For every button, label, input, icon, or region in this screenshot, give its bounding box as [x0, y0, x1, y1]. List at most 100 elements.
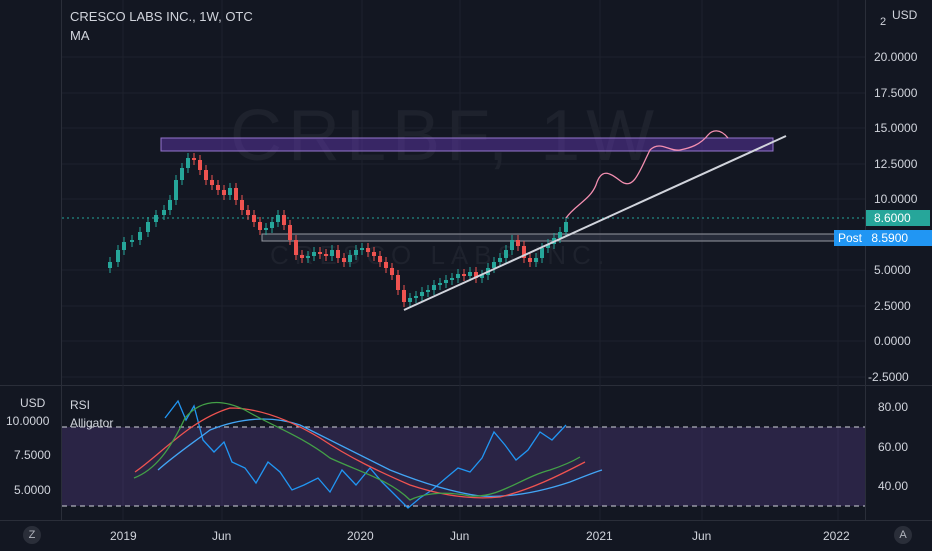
time-axis[interactable] [0, 520, 932, 551]
candle-body [510, 240, 514, 250]
time-tick: 2021 [586, 529, 613, 543]
time-tick: 2022 [823, 529, 850, 543]
candlestick-series [108, 153, 568, 307]
price-tick: 5.0000 [874, 263, 911, 277]
candle-body [288, 225, 292, 240]
price-tick: 10.0000 [874, 192, 918, 206]
candle-body [492, 262, 496, 268]
candle-body [204, 170, 208, 180]
candle-body [396, 275, 400, 290]
candle-body [528, 258, 532, 262]
candle-body [228, 188, 232, 195]
candle-body [122, 242, 126, 250]
rsi-pane[interactable] [0, 385, 932, 521]
price-tick: 15.0000 [874, 121, 918, 135]
vertical-gridlines [122, 0, 839, 520]
candle-body [438, 283, 442, 285]
candle-body [174, 180, 178, 200]
candle-body [378, 256, 382, 262]
candle-body [420, 292, 424, 296]
rsi-right-tick: 60.00 [878, 440, 909, 454]
last-price-badge: 8.6000 [866, 210, 930, 226]
candle-body [234, 188, 238, 200]
candle-body [216, 185, 220, 190]
candle-body [180, 168, 184, 180]
candle-body [252, 215, 256, 222]
rsi-line [164, 399, 567, 509]
candle-body [540, 248, 544, 258]
price-tick: 12.5000 [874, 157, 918, 171]
candle-body [294, 240, 298, 255]
horizontal-gridlines [62, 56, 865, 378]
rsi-left-tick: 7.5000 [14, 448, 51, 462]
rsi-right-tick: 40.00 [878, 479, 909, 493]
candle-body [336, 250, 340, 258]
candle-body [390, 268, 394, 275]
time-tick: Jun [212, 529, 232, 543]
candle-body [564, 222, 568, 232]
trendline[interactable] [403, 135, 787, 311]
candle-body [168, 200, 172, 210]
ma-indicator-label[interactable]: MA [70, 28, 90, 43]
candle-body [300, 255, 304, 258]
candle-body [130, 240, 134, 242]
currency-label[interactable]: USD [892, 8, 918, 22]
alligator-jaw [157, 418, 603, 498]
candle-body [138, 232, 142, 240]
chart-title: CRESCO LABS INC., 1W, OTC [70, 9, 253, 24]
time-tick: Jun [450, 529, 470, 543]
candle-body [462, 274, 466, 276]
candle-body [330, 250, 334, 256]
price-tick: 17.5000 [874, 86, 918, 100]
alligator-indicator-label[interactable]: Alligator [70, 416, 114, 430]
rsi-indicator-label[interactable]: RSI [70, 398, 91, 412]
candle-body [306, 256, 310, 258]
rsi-left-currency: USD [20, 396, 46, 410]
candle-body [426, 290, 430, 292]
candle-body [240, 200, 244, 210]
price-tick: -2.5000 [868, 370, 909, 384]
time-tick: 2020 [347, 529, 374, 543]
candle-body [516, 240, 520, 246]
candle-body [324, 254, 328, 256]
candle-body [354, 250, 358, 255]
candle-body [162, 210, 166, 215]
candle-body [108, 262, 112, 268]
candle-body [276, 215, 280, 222]
candle-body [408, 298, 412, 302]
candle-body [414, 296, 418, 298]
candle-body [222, 190, 226, 195]
post-price-badge: Post 8.5900 [834, 230, 932, 246]
candle-body [246, 210, 250, 215]
candle-body [558, 232, 562, 238]
price-projection[interactable] [565, 130, 729, 219]
candle-body [456, 274, 460, 278]
candle-body [186, 158, 190, 168]
candle-body [312, 252, 316, 256]
candle-body [154, 215, 158, 222]
candle-body [264, 228, 268, 230]
candle-body [116, 250, 120, 262]
candle-body [366, 248, 370, 252]
resistance-zone[interactable] [160, 137, 774, 152]
rsi-left-tick: 5.0000 [14, 483, 51, 497]
candle-body [480, 275, 484, 278]
right-axis-divider [865, 0, 866, 520]
candle-body [372, 252, 376, 256]
candle-body [360, 248, 364, 250]
alligator-teeth [134, 407, 586, 499]
candle-body [498, 258, 502, 262]
price-tick: 0.0000 [874, 334, 911, 348]
candle-body [270, 222, 274, 228]
candle-body [258, 222, 262, 230]
rsi-left-tick: 10.0000 [6, 414, 50, 428]
candle-body [546, 244, 550, 248]
candle-body [534, 258, 538, 262]
auto-scale-button[interactable]: A [894, 526, 912, 544]
candle-body [402, 290, 406, 302]
candle-body [348, 255, 352, 262]
candle-body [384, 262, 388, 268]
zoom-reset-button[interactable]: Z [23, 526, 41, 544]
candle-body [444, 280, 448, 283]
